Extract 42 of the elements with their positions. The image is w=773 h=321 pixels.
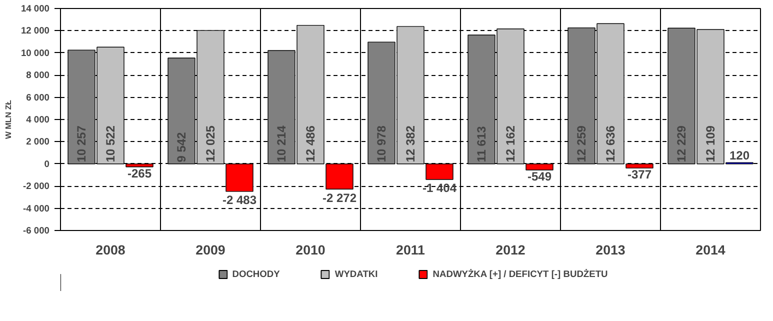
legend-label: DOCHODY xyxy=(232,269,280,279)
y-tick-label: -2 000 xyxy=(23,181,50,192)
data-label: 120 xyxy=(729,148,750,162)
data-label: 12 382 xyxy=(404,125,418,162)
y-tick-label: 12 000 xyxy=(20,26,50,36)
y-tick-label: 14 000 xyxy=(20,4,50,14)
data-label: -2 272 xyxy=(322,190,357,205)
y-tick-label: 2 000 xyxy=(26,136,50,147)
x-tick-label: 2009 xyxy=(196,242,226,258)
data-label: 10 522 xyxy=(104,125,118,162)
y-tick-label: 4 000 xyxy=(26,114,50,124)
data-label: -377 xyxy=(627,168,652,182)
y-axis-title: W MLN ZŁ xyxy=(4,100,13,140)
data-label: -549 xyxy=(527,170,552,184)
data-label: 10 257 xyxy=(74,125,88,162)
x-tick-label: 2013 xyxy=(596,242,626,258)
data-label: 9 542 xyxy=(174,132,188,162)
data-label: 12 486 xyxy=(304,125,318,162)
x-tick-label: 2014 xyxy=(696,242,726,258)
data-label: 12 162 xyxy=(504,125,518,162)
x-tick-label: 2012 xyxy=(496,242,526,258)
data-label: -265 xyxy=(127,166,152,181)
data-label: 11 613 xyxy=(474,126,488,162)
data-label: -2 483 xyxy=(222,193,257,208)
y-tick-label: 10 000 xyxy=(20,48,50,58)
y-tick-label: -6 000 xyxy=(23,226,50,236)
x-tick-label: 2011 xyxy=(396,242,426,258)
data-label: 12 229 xyxy=(674,125,688,162)
y-tick-label: 8 000 xyxy=(26,70,50,80)
x-tick-label: 2010 xyxy=(296,242,326,258)
data-label: 12 025 xyxy=(204,125,218,162)
data-label: 12 109 xyxy=(704,125,718,162)
data-label: 10 978 xyxy=(374,125,388,162)
legend-label: NADWYŻKA [+] / DEFICYT [-] BUDŻETU xyxy=(432,269,608,279)
y-tick-label: -4 000 xyxy=(23,203,50,214)
data-label: 10 214 xyxy=(274,125,288,162)
legend-label: WYDATKI xyxy=(334,269,378,279)
y-tick-label: 6 000 xyxy=(26,92,50,102)
x-tick-label: 2008 xyxy=(96,242,126,258)
data-label: 12 636 xyxy=(604,125,618,162)
y-tick-label: 0 xyxy=(44,158,50,169)
data-label: 12 259 xyxy=(574,125,588,162)
